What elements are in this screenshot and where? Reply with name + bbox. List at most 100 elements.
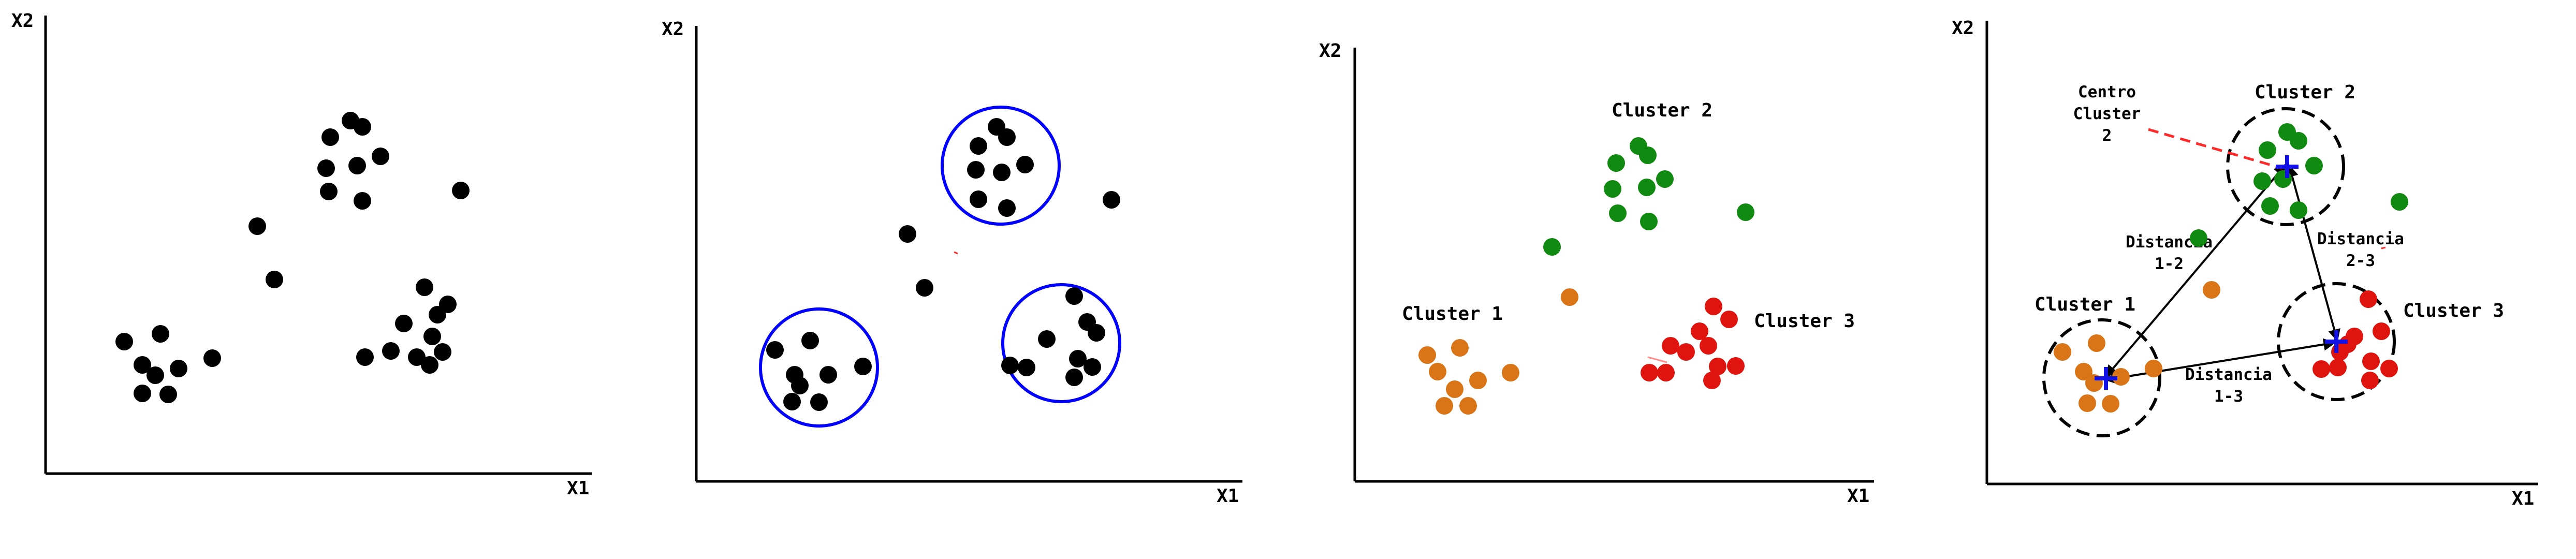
cluster-3-point <box>2312 360 2330 378</box>
cluster-3-point <box>2360 290 2377 308</box>
panel-centroids-distances: X2 X1 Cluster 1 Cluster 2 Cluster 3 Cent… <box>1952 18 2538 509</box>
data-point <box>998 199 1016 217</box>
group-circle-lower-left <box>759 307 879 428</box>
x-axis-label: X1 <box>567 478 589 499</box>
point-group <box>1418 137 1754 415</box>
data-point <box>356 348 374 366</box>
centroid-2-annotation-line-2: Cluster <box>2073 105 2141 123</box>
centroid-2-annotation-line-1: Centro <box>2078 83 2136 101</box>
data-point <box>970 137 987 155</box>
data-point <box>1065 369 1083 386</box>
cluster-1-point <box>1429 363 1446 380</box>
red-tick-mark <box>1647 356 1667 363</box>
cluster-2-point <box>1638 179 1656 196</box>
data-point <box>321 128 339 146</box>
cluster-2-label: Cluster 2 <box>1612 100 1713 121</box>
cluster-2-point <box>1640 213 1658 230</box>
cluster-3-point <box>1641 364 1658 381</box>
cluster-3-point <box>1720 311 1738 328</box>
panel-circled-groups: X2 X1 <box>662 19 1242 507</box>
data-point <box>423 328 441 345</box>
point-group <box>766 118 1120 411</box>
data-point <box>354 192 371 210</box>
distance-1-3-label-line-1: Distancia <box>2185 365 2272 384</box>
cluster-2-label: Cluster 2 <box>2255 82 2355 103</box>
centroid-group <box>2095 155 2348 390</box>
data-point <box>421 356 438 374</box>
data-point <box>159 386 177 403</box>
y-axis-label: X2 <box>1319 40 1341 62</box>
data-point <box>783 393 801 410</box>
group-circle-lower-right <box>1001 283 1121 403</box>
distance-1-2-label-line-2: 1-2 <box>2155 255 2184 273</box>
cluster-1-label: Cluster 1 <box>2035 294 2135 315</box>
data-point <box>134 385 151 402</box>
y-axis-label: X2 <box>662 19 684 40</box>
centroid-2-marker <box>2276 155 2299 178</box>
cluster-2-point <box>2259 141 2276 159</box>
data-point <box>998 128 1016 146</box>
distance-2-3-label-line-2: 2-3 <box>2346 252 2375 270</box>
data-point <box>810 393 828 411</box>
cluster-1-label: Cluster 1 <box>1402 303 1503 325</box>
data-point <box>452 182 470 199</box>
cluster-2-point <box>1607 154 1625 172</box>
data-point <box>1065 287 1083 305</box>
panel-raw-points: X2 X1 <box>11 10 592 499</box>
data-point <box>348 157 366 174</box>
data-point <box>408 348 426 366</box>
cluster-1-point <box>1451 339 1469 357</box>
cluster-3-point <box>1703 372 1721 389</box>
cluster-1-point <box>1469 372 1487 389</box>
panel-colored-clusters: X2 X1 Cluster 1 Cluster 2 Cluster 3 <box>1319 40 1874 507</box>
x-axis-label: X1 <box>2512 488 2534 509</box>
distance-1-3-label-line-2: 1-3 <box>2214 387 2243 406</box>
centroid-1-marker <box>2095 367 2117 390</box>
data-point <box>801 332 819 349</box>
cluster-3-point <box>1705 298 1722 315</box>
cluster-3-point <box>2329 359 2347 376</box>
centroid-3-marker <box>2325 330 2348 353</box>
distance-2-3-arrow <box>2286 164 2340 342</box>
centroid-2-pointer <box>2148 128 2282 170</box>
cluster-1-point <box>1459 397 1477 415</box>
data-point <box>766 341 784 359</box>
cluster-2-point <box>2253 172 2271 190</box>
cluster-3-point <box>1700 337 1717 355</box>
cluster-2-point <box>1604 180 1621 198</box>
group-circle-upper <box>941 106 1061 226</box>
cluster-3-point <box>2331 343 2349 361</box>
data-point <box>916 279 933 297</box>
distance-2-3-label-line-1: Distancia <box>2317 230 2404 248</box>
data-point <box>967 161 985 179</box>
data-point <box>1088 324 1105 342</box>
data-point <box>320 183 338 200</box>
cluster-1-point <box>1502 364 1519 381</box>
y-axis-label: X2 <box>11 10 34 32</box>
red-tick-mark <box>2381 246 2386 249</box>
cluster-1-point <box>1418 346 1436 364</box>
data-point <box>791 377 809 394</box>
centroid-2-annotation-line-3: 2 <box>2102 126 2112 145</box>
data-point <box>147 366 164 384</box>
cluster-1-point <box>2079 394 2096 412</box>
cluster-3-point <box>2361 372 2379 389</box>
cluster-2-point <box>2391 193 2408 211</box>
cluster-1-point <box>2075 363 2092 380</box>
cluster-1-point <box>1436 397 1453 415</box>
cluster-2-point <box>2190 229 2207 247</box>
cluster-3-point <box>2362 352 2380 370</box>
distance-1-3-arrow <box>2104 338 2336 385</box>
data-point <box>170 360 187 377</box>
data-point <box>317 159 335 177</box>
data-point <box>372 148 389 165</box>
x-axis-label: X1 <box>1217 486 1239 507</box>
data-point <box>1018 359 1035 376</box>
cluster-3-point <box>1691 322 1708 340</box>
cluster-1-point <box>2102 395 2119 413</box>
data-point <box>854 358 872 375</box>
cluster-1-point <box>2203 281 2220 299</box>
x-axis-label: X1 <box>1847 486 1869 507</box>
red-tick-mark <box>954 251 958 255</box>
